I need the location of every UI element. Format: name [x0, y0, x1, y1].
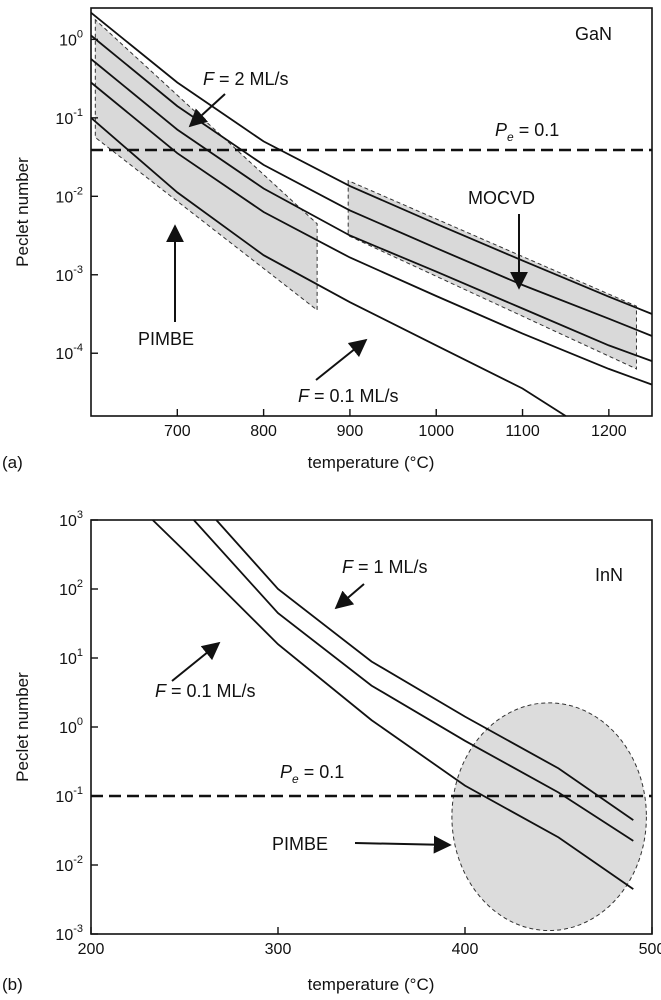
panel-b-annotation-f-low: F = 0.1 ML/s — [155, 681, 256, 701]
panel-a-region-mocvd — [347, 179, 637, 370]
panel-b-x-tick-label-300: 300 — [265, 941, 292, 958]
panel-a-tag: (a) — [2, 453, 23, 472]
panel-a-arrow-f-high — [188, 93, 226, 128]
panel-b-x-tick-label-500: 500 — [639, 941, 661, 958]
panel-a-threshold-value: = 0.1 — [514, 120, 560, 140]
panel-b-y-tick-label-5: 102 — [59, 578, 83, 599]
panel-a-y-tick-label-3: 10-1 — [55, 107, 83, 128]
panel-b-annotation-pimbe: PIMBE — [272, 834, 328, 854]
panel-a-arrow-f-low — [315, 338, 368, 381]
panel-a-x-tick-label-700: 700 — [164, 423, 191, 440]
panel-a-x-tick-label-1200: 1200 — [591, 423, 627, 440]
panel-a-x-tick-label-1100: 1100 — [505, 423, 540, 440]
panel-a-annotation-mocvd: MOCVD — [468, 188, 535, 208]
panel-a-annotation-f-low-value: = 0.1 ML/s — [309, 386, 399, 406]
panel-b-series-line-3 — [152, 519, 634, 890]
panel-a-regions — [94, 18, 637, 370]
panel-b-y-ticks: 10-3 10-2 10-1 100 101 102 103 — [55, 509, 98, 944]
panel-a: 700 800 900 1000 1100 1200 10-410-310-210-110… — [2, 7, 653, 472]
panel-a-y-ticks: 10-4 10-3 10-2 10-1 100 — [55, 28, 98, 363]
panel-b-annotation-f-low-symbol: F — [155, 681, 167, 701]
panel-a-threshold-label: Pe = 0.1 — [495, 120, 559, 144]
panel-a-x-tick-label-900: 900 — [337, 423, 364, 440]
panel-b-tag: (b) — [2, 975, 23, 994]
panel-a-y-tick-label-4: 100 — [59, 28, 83, 49]
panel-a-x-axis-label: temperature (°C) — [308, 453, 435, 472]
panel-a-series-line-3 — [90, 58, 653, 362]
panel-b-y-tick-label-3: 100 — [59, 716, 83, 737]
panel-a-annotation-pimbe: PIMBE — [138, 329, 194, 349]
panel-a-y-tick-label-1: 10-3 — [55, 264, 83, 285]
panel-a-y-tick-label-0: 10-4 — [55, 342, 83, 363]
panel-a-annotation-f-low-symbol: F — [298, 386, 310, 406]
panel-b-threshold-label: Pe = 0.1 — [280, 762, 344, 786]
panel-b-annotation-f-low-value: = 0.1 ML/s — [166, 681, 256, 701]
panel-b-y-tick-label-2: 10-1 — [55, 785, 83, 806]
panel-b-annotation-f-high-value: = 1 ML/s — [353, 557, 428, 577]
panel-b-arrow-pimbe — [354, 835, 452, 854]
panel-b-threshold-sub: e — [292, 772, 299, 786]
panel-b-material-label: InN — [595, 565, 623, 585]
panel-a-material-label: GaN — [575, 24, 612, 44]
panel-b-series — [152, 519, 634, 890]
panel-b-x-tick-label-200: 200 — [78, 941, 105, 958]
panel-b-y-tick-label-4: 101 — [59, 647, 83, 668]
panel-b-arrow-f-low — [171, 641, 221, 682]
panel-b-series-line-1 — [215, 519, 634, 821]
panel-b-series-line-2 — [193, 519, 634, 842]
panel-a-series-line-1 — [90, 12, 653, 315]
panel-a-annotation-f-low: F = 0.1 ML/s — [298, 386, 399, 406]
panel-a-series-line-5 — [90, 117, 567, 417]
panel-a-y-axis-label: Peclet number — [13, 157, 32, 267]
panel-a-y-tick-label-2: 10-2 — [55, 185, 83, 206]
panel-a-region-pimbe — [94, 18, 318, 312]
panel-b-annotation-f-high: F = 1 ML/s — [342, 557, 428, 577]
panel-a-series-line-4 — [90, 81, 653, 386]
panel-a-annotation-f-high-symbol: F — [203, 69, 215, 89]
panel-b-arrow-f-high — [334, 583, 365, 610]
panel-b-annotation-f-high-symbol: F — [342, 557, 354, 577]
panel-a-x-ticks: 700 800 900 1000 1100 1200 — [164, 409, 627, 440]
panel-b-x-axis-label: temperature (°C) — [308, 975, 435, 994]
panel-b: 200 300 400 500 10-3 10-2 10-1 100 101 102 103 In… — [2, 509, 661, 994]
panel-a-annotation-f-high: F = 2 ML/s — [203, 69, 289, 89]
panel-b-threshold-value: = 0.1 — [299, 762, 345, 782]
panel-b-region-pimbe — [451, 702, 647, 932]
panel-b-y-axis-label: Peclet number — [13, 672, 32, 782]
panel-b-y-tick-label-6: 103 — [59, 509, 83, 530]
panel-a-plot-frame — [90, 7, 653, 417]
panel-b-y-tick-label-0: 10-3 — [55, 923, 83, 944]
panel-b-regions — [451, 702, 647, 932]
panel-b-x-tick-label-400: 400 — [452, 941, 479, 958]
panel-b-threshold-p: P — [280, 762, 292, 782]
panel-a-threshold-p: P — [495, 120, 507, 140]
panel-a-x-tick-label-800: 800 — [250, 423, 277, 440]
panel-a-threshold-sub: e — [507, 130, 514, 144]
panel-a-annotation-f-high-value: = 2 ML/s — [214, 69, 289, 89]
panel-b-y-tick-label-1: 10-2 — [55, 854, 83, 875]
panel-a-x-tick-label-1000: 1000 — [418, 423, 454, 440]
panel-b-x-ticks: 200 300 400 500 — [78, 927, 661, 958]
